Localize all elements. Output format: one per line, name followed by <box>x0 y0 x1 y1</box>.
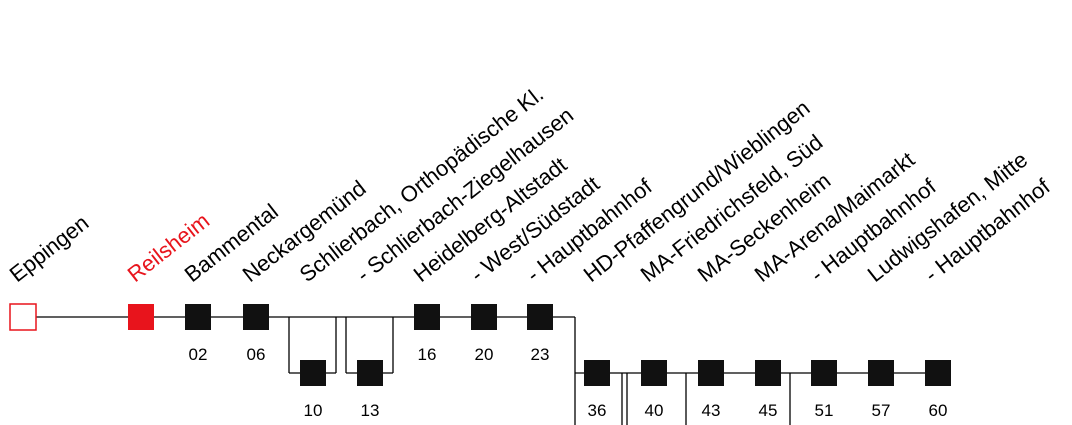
stop-time: 57 <box>872 401 891 420</box>
stop-marker <box>128 304 154 330</box>
stop-marker <box>527 304 553 330</box>
stop-marker <box>357 360 383 386</box>
stop-time: 20 <box>475 345 494 364</box>
stop-labels: Eppingen ReilsheimBammentalNeckargemündSc… <box>5 81 1056 287</box>
stop-label: Eppingen <box>5 210 94 287</box>
stop-time: 02 <box>189 345 208 364</box>
stop-time: 45 <box>759 401 778 420</box>
stop-marker <box>641 360 667 386</box>
stop-marker <box>9 303 37 331</box>
stop-time: 16 <box>418 345 437 364</box>
stop-time: 60 <box>929 401 948 420</box>
stop-marker <box>243 304 269 330</box>
stop-marker <box>584 360 610 386</box>
time-labels: 02 06 10 13 16 20 23 36 40 43 45 51 57 60 <box>189 345 948 420</box>
stop-marker <box>414 304 440 330</box>
stop-time: 51 <box>815 401 834 420</box>
stop-marker <box>300 360 326 386</box>
stop-marker <box>868 360 894 386</box>
stop-time: 40 <box>645 401 664 420</box>
stop-marker <box>925 360 951 386</box>
stop-time: 10 <box>304 401 323 420</box>
stop-marker <box>471 304 497 330</box>
route-stops <box>9 303 951 386</box>
stop-time: 36 <box>588 401 607 420</box>
stop-marker <box>811 360 837 386</box>
stop-marker <box>698 360 724 386</box>
stop-marker <box>185 304 211 330</box>
stop-time: 43 <box>702 401 721 420</box>
stop-time: 06 <box>247 345 266 364</box>
stop-time: 23 <box>531 345 550 364</box>
stop-time: 13 <box>361 401 380 420</box>
stop-marker <box>755 360 781 386</box>
